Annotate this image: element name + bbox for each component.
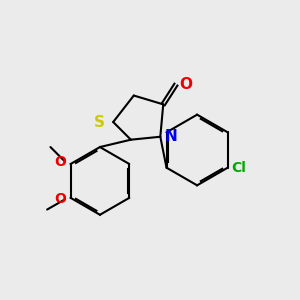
Text: O: O	[179, 76, 192, 92]
Text: S: S	[94, 115, 105, 130]
Text: Cl: Cl	[231, 161, 246, 175]
Text: O: O	[55, 154, 67, 169]
Text: N: N	[165, 129, 178, 144]
Text: O: O	[55, 192, 67, 206]
